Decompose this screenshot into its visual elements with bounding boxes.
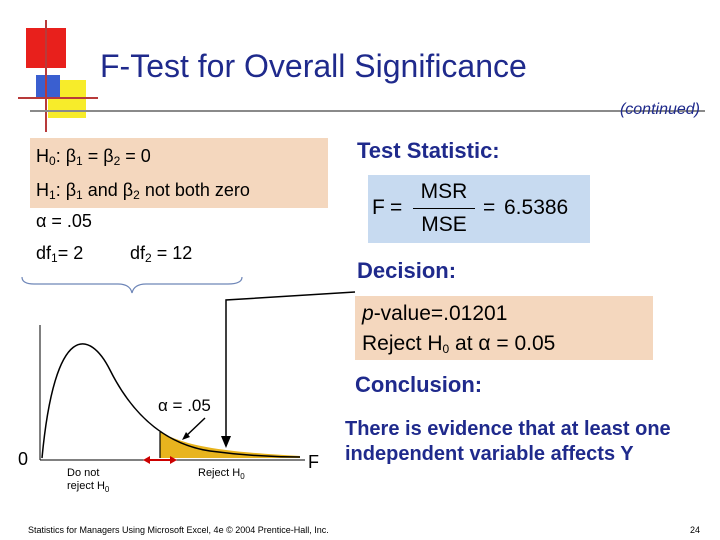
conclusion-label: Conclusion: — [355, 372, 483, 397]
do-not-reject-label: Do not reject H0 — [67, 467, 110, 494]
test-statistic-formula-box — [368, 175, 590, 243]
null-hypothesis: H0: β1 = β2 = 0 — [36, 146, 151, 168]
formula-numerator: MSR — [420, 180, 468, 203]
hypotheses-box — [30, 138, 328, 208]
pvalue-pointer-head — [221, 436, 231, 448]
alpha-region-label: α = .05 — [158, 396, 211, 415]
p-value-text: p-value=.01201 — [362, 302, 508, 325]
df-brace — [21, 276, 243, 294]
reject-region-label: Reject H0 — [198, 467, 245, 481]
decision-box — [355, 296, 653, 360]
origin-label: 0 — [18, 449, 29, 469]
conclusion-text: There is evidence that at least one inde… — [345, 418, 671, 465]
marker-arrow-right — [170, 456, 177, 464]
formula-denominator: MSE — [421, 213, 467, 236]
density-curve — [41, 343, 301, 459]
alpha-pointer-head — [182, 432, 190, 440]
f-statistic-value: 6.5386 — [504, 196, 569, 219]
fraction-bar — [413, 208, 475, 209]
marker-arrow-left — [143, 456, 150, 464]
footer-text: Statistics for Managers Using Microsoft … — [28, 525, 329, 535]
formula-equals-2: = — [483, 196, 496, 219]
pvalue-pointer — [225, 291, 356, 440]
page-number: 24 — [690, 525, 701, 535]
slide-logo-squares — [18, 20, 98, 132]
df1-value: df1= 2 — [36, 243, 84, 265]
reject-decision-text: Reject H0 at α = 0.05 — [362, 332, 556, 356]
acceptance-region — [42, 343, 175, 458]
test-statistic-label: Test Statistic: — [357, 138, 500, 163]
df2-value: df2 = 12 — [130, 243, 193, 265]
f-symbol: F — [372, 196, 385, 219]
rejection-region — [160, 432, 300, 458]
title-divider — [30, 110, 705, 112]
continued-note: (continued) — [619, 101, 700, 118]
alternative-hypothesis: H1: β1 and β2 not both zero — [36, 180, 250, 202]
decision-label: Decision: — [357, 258, 457, 283]
slide-title: F-Test for Overall Significance — [100, 48, 527, 84]
alpha-level: α = .05 — [36, 211, 92, 231]
f-axis-label: F — [308, 452, 319, 472]
formula-equals-1: = — [390, 196, 403, 219]
blue-square — [36, 75, 60, 99]
